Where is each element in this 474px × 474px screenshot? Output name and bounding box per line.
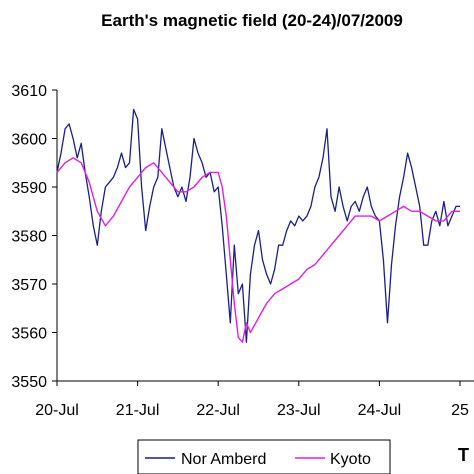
series-line-nor-amberd (56, 108, 460, 343)
legend-label: Nor Amberd (181, 451, 266, 468)
x-tick-label: 24-Jul (358, 402, 402, 419)
y-tick-label: 3570 (11, 277, 47, 294)
y-tick-label: 3580 (11, 229, 47, 246)
axis-edge-label: T (458, 445, 469, 465)
legend-label: Kyoto (330, 451, 371, 468)
plot-area: 3550 3560 3570 3580 3590 3600 3610 20-Jul 21-Jul… (11, 83, 474, 474)
x-tick-label: 25 (451, 402, 469, 419)
y-tick-label: 3600 (11, 132, 47, 149)
chart-title: Earth's magnetic field (20-24)/07/2009 (101, 11, 403, 30)
legend-box (137, 439, 391, 474)
x-tick-label: 21-Jul (116, 402, 160, 419)
y-tick-label: 3610 (11, 83, 47, 100)
x-tick-label: 20-Jul (35, 402, 79, 419)
x-tick-label: 22-Jul (196, 402, 240, 419)
y-tick-label: 3590 (11, 180, 47, 197)
y-tick-label: 3560 (11, 326, 47, 343)
x-tick-label: 23-Jul (277, 402, 321, 419)
y-tick-label: 3550 (11, 374, 47, 391)
series-line-kyoto (56, 157, 460, 343)
